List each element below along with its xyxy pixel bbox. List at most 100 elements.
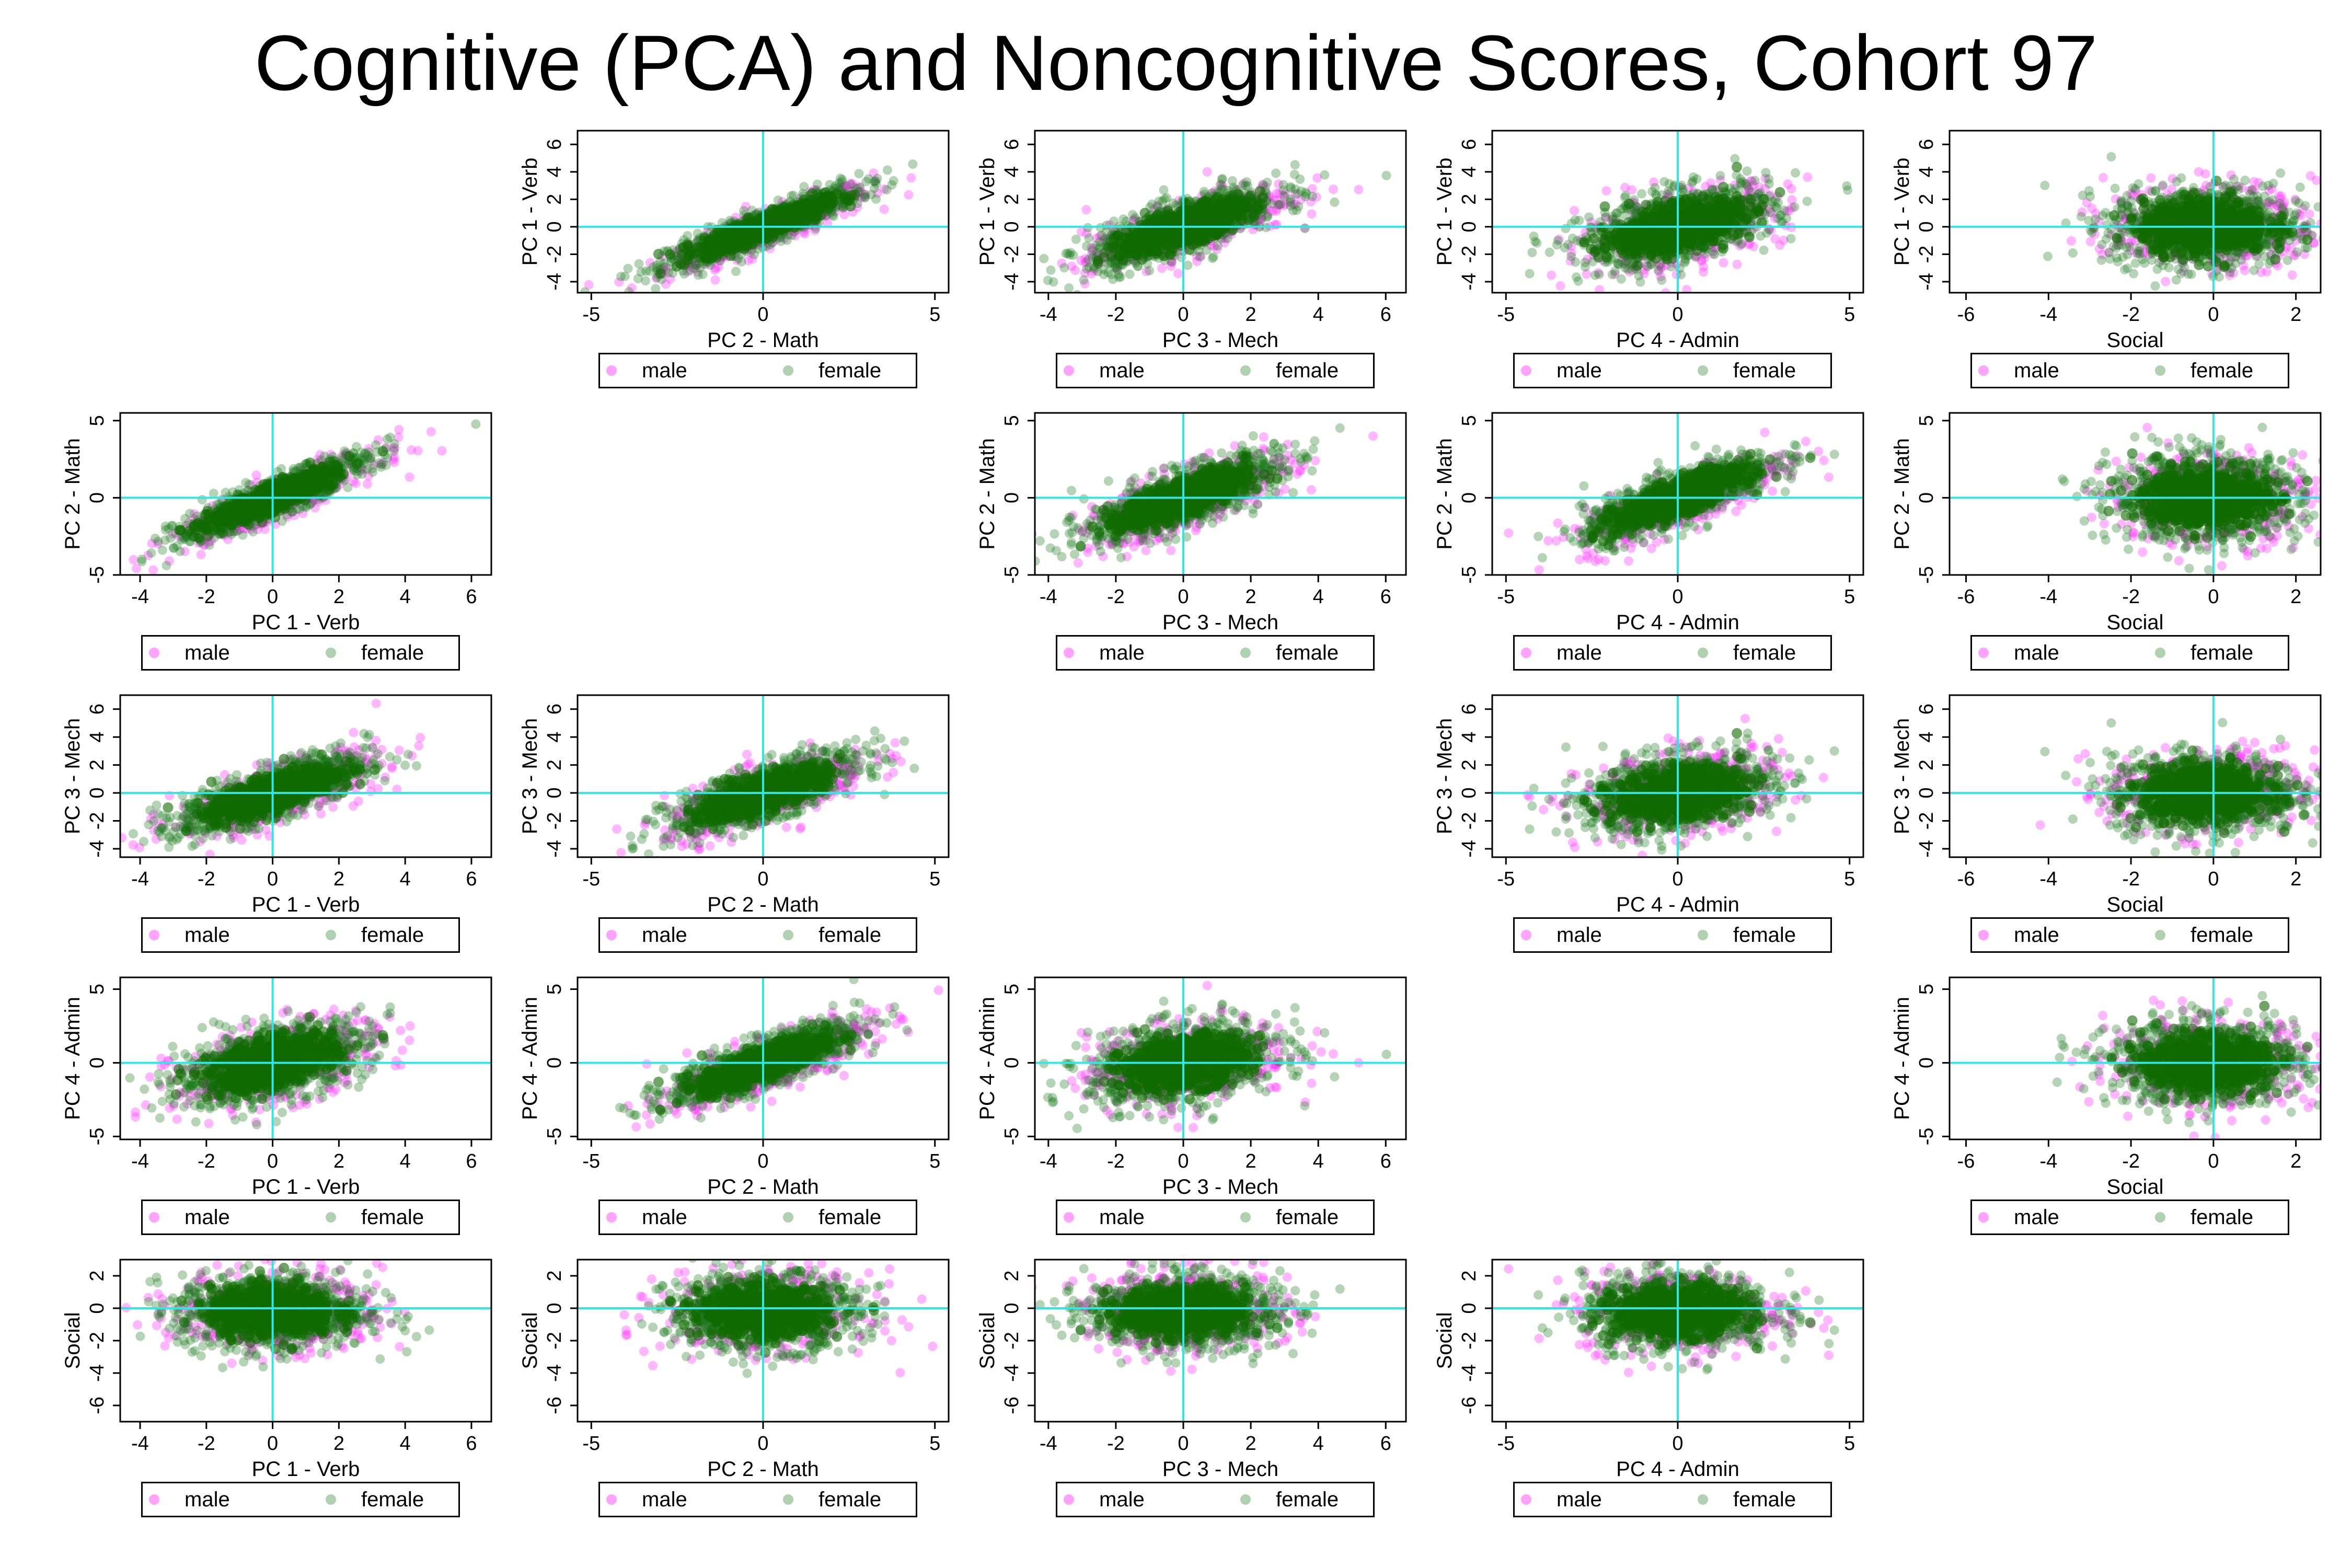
legend-marker-male [1064,365,1074,376]
male-point [1593,268,1603,278]
female-point [1279,191,1289,201]
male-point [1080,279,1090,289]
male-point [1152,201,1162,211]
male-point [741,202,751,212]
female-point [1711,185,1721,195]
male-point [1236,223,1246,233]
female-point [1240,195,1251,206]
female-point [1767,200,1777,210]
female-point [717,218,727,228]
female-point [1573,276,1583,286]
male-point [1565,256,1575,266]
female-point [1231,198,1242,209]
female-point [778,215,789,226]
female-point [860,193,870,203]
female-point [1100,234,1110,244]
female-point [1761,168,1771,178]
female-point [1099,270,1109,280]
female-point [855,182,865,192]
male-point [1300,223,1310,233]
female-point [1669,180,1679,190]
female-point [867,190,876,200]
male-point [1640,265,1650,275]
female-point [1101,227,1111,237]
female-point [1168,198,1178,208]
male-point [1639,269,1649,279]
male-point [1803,172,1813,182]
female-point [872,174,882,183]
female-point [1213,241,1223,251]
female-point [655,268,666,279]
female-point [1061,249,1071,259]
female-point [1198,211,1209,222]
male-point [1787,203,1797,213]
female-point [1046,265,1056,275]
female-point [711,252,722,263]
y-tick-label: -4 [1001,273,1023,291]
female-point [1153,202,1163,212]
female-point [1128,210,1138,220]
female-point [1665,188,1675,198]
male-point [1746,176,1756,186]
male-point [1744,186,1754,196]
female-point [1147,199,1157,209]
male-point [1554,235,1564,244]
female-point [776,204,787,215]
female-point [770,227,781,238]
y-tick-label: 0 [1001,221,1023,232]
female-point [1553,236,1563,246]
female-point [1659,177,1669,187]
male-point [780,234,790,244]
male-point [645,258,655,268]
female-point [1286,183,1296,193]
female-point [1065,250,1075,260]
male-point [1081,257,1091,267]
male-point [1770,213,1780,223]
male-point [1086,243,1096,252]
female-point [1223,234,1232,244]
female-point [854,169,864,179]
female-point [1290,160,1300,170]
female-point [1095,244,1105,253]
female-point [1216,184,1226,194]
female-point [690,263,700,273]
scatter-points [1039,160,1391,293]
female-point [755,228,766,239]
female-point [837,177,847,187]
female-point [1750,176,1760,186]
y-axis-label: PC 1 - Verb [518,158,541,266]
male-point [1699,262,1709,272]
male-point [1080,268,1090,278]
male-point [1730,180,1740,190]
female-point [1275,199,1285,209]
male-point [1656,262,1666,272]
female-point [773,195,783,205]
y-tick-label: 2 [1001,194,1023,205]
male-point [1196,251,1206,261]
female-point [1782,213,1792,223]
male-point [1081,205,1091,215]
female-point [1145,266,1155,275]
female-point [733,253,743,263]
male-point [849,182,859,192]
male-point [1281,189,1290,199]
male-point [1754,182,1764,192]
female-point [1218,185,1228,194]
male-point [1272,188,1282,198]
female-point [887,180,897,190]
male-point [1784,205,1794,215]
male-point [790,231,800,241]
female-point [861,177,871,187]
legend-item-male: male [1064,354,1145,387]
female-point [1664,186,1674,196]
male-point [1766,225,1776,235]
female-point [1286,194,1296,204]
male-point [1173,269,1183,279]
female-point [665,249,675,260]
male-point [1737,238,1747,248]
male-point [1748,180,1758,190]
female-point [1710,250,1719,260]
female-point [1110,260,1120,270]
male-point [1566,241,1576,251]
